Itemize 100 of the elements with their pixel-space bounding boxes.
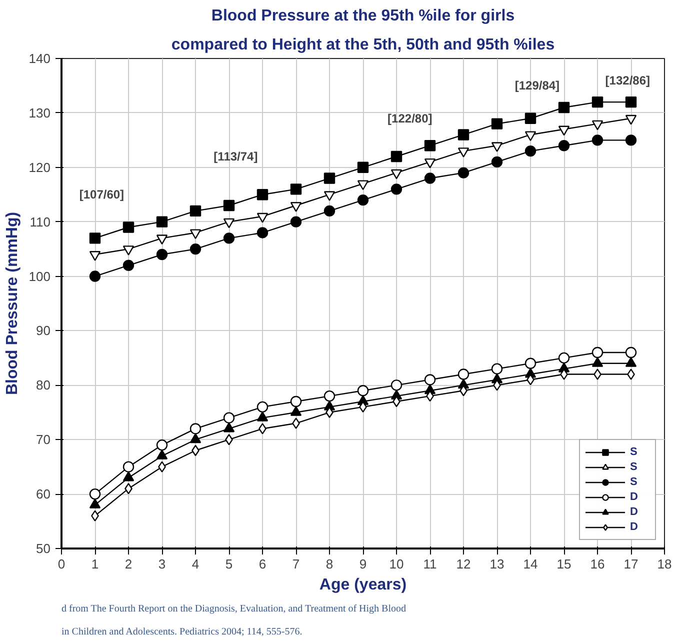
legend-label: D bbox=[630, 505, 639, 519]
point bbox=[122, 461, 134, 472]
point bbox=[592, 120, 604, 130]
x-tick-label: 11 bbox=[423, 556, 437, 572]
point bbox=[256, 401, 268, 413]
point bbox=[156, 216, 168, 228]
point bbox=[156, 234, 168, 245]
point bbox=[122, 471, 134, 482]
x-tick-label: 5 bbox=[225, 556, 233, 572]
point bbox=[524, 145, 536, 157]
x-tick-label: 2 bbox=[124, 556, 132, 572]
chart-title: Blood Pressure at the 95th %ile for girls bbox=[211, 8, 515, 24]
point bbox=[491, 363, 503, 374]
point bbox=[122, 246, 134, 256]
point bbox=[256, 411, 268, 422]
point bbox=[390, 169, 402, 180]
y-axis-title: Blood Pressure (mmHg) bbox=[4, 212, 21, 396]
point bbox=[89, 251, 101, 261]
point bbox=[357, 180, 369, 190]
point bbox=[491, 118, 503, 130]
point bbox=[223, 232, 235, 244]
point bbox=[558, 126, 570, 136]
annotation: [122/80] bbox=[388, 111, 432, 126]
point bbox=[458, 167, 470, 178]
point bbox=[424, 140, 436, 152]
point bbox=[256, 189, 268, 200]
annotation: [107/60] bbox=[79, 188, 124, 202]
point bbox=[190, 205, 202, 217]
x-tick-label: 7 bbox=[292, 556, 300, 572]
x-tick-label: 16 bbox=[590, 556, 605, 572]
y-tick-label: 110 bbox=[30, 214, 51, 230]
point bbox=[290, 184, 302, 195]
x-tick-label: 6 bbox=[258, 556, 266, 572]
point bbox=[390, 150, 402, 162]
point bbox=[223, 218, 235, 228]
y-tick-label: 60 bbox=[36, 486, 51, 502]
annotation: [129/84] bbox=[514, 78, 560, 93]
x-tick-label: 0 bbox=[58, 556, 66, 572]
point bbox=[290, 202, 302, 212]
point bbox=[223, 412, 235, 424]
x-tick-label: 15 bbox=[556, 556, 572, 572]
legend-label: S bbox=[630, 460, 638, 474]
point bbox=[592, 346, 604, 358]
point bbox=[256, 212, 268, 223]
point bbox=[190, 423, 202, 434]
y-tick-label: 120 bbox=[28, 160, 51, 175]
point bbox=[357, 194, 369, 206]
legend-label: D bbox=[630, 490, 639, 504]
y-tick-label: 100 bbox=[28, 268, 51, 284]
point bbox=[592, 96, 604, 108]
point bbox=[592, 134, 604, 146]
point bbox=[89, 488, 101, 500]
y-tick-label: 70 bbox=[36, 432, 51, 448]
point bbox=[390, 184, 402, 195]
y-tick-label: 80 bbox=[36, 378, 51, 393]
x-tick-label: 10 bbox=[389, 556, 404, 572]
x-axis-title: Age (years) bbox=[319, 576, 407, 594]
point bbox=[625, 134, 637, 146]
annotation: [132/86] bbox=[605, 73, 650, 88]
point bbox=[290, 216, 302, 228]
point bbox=[190, 433, 202, 444]
point bbox=[390, 380, 402, 391]
x-tick-label: 3 bbox=[158, 556, 166, 572]
point bbox=[558, 140, 570, 152]
point bbox=[190, 229, 202, 240]
x-tick-label: 17 bbox=[624, 556, 638, 572]
point bbox=[558, 352, 570, 364]
point bbox=[223, 422, 235, 432]
x-tick-label: 14 bbox=[523, 556, 538, 572]
point bbox=[625, 357, 637, 367]
point bbox=[89, 498, 101, 508]
point bbox=[491, 142, 503, 152]
point bbox=[156, 450, 168, 460]
y-tick-label: 50 bbox=[36, 541, 51, 556]
point bbox=[223, 200, 235, 212]
text: in Children and Adolescents. Pediatrics 2004; 114, 555-576. bbox=[62, 626, 302, 638]
x-tick-label: 9 bbox=[359, 556, 367, 572]
point bbox=[458, 129, 470, 140]
x-tick-label: 4 bbox=[192, 556, 200, 572]
point bbox=[592, 357, 604, 367]
point bbox=[458, 368, 470, 380]
point bbox=[625, 346, 637, 358]
point bbox=[256, 227, 268, 238]
annotation: [113/74] bbox=[214, 150, 258, 164]
x-tick-label: 1 bbox=[91, 556, 99, 572]
x-tick-label: 12 bbox=[456, 556, 471, 572]
point bbox=[424, 374, 436, 386]
legend-label: D bbox=[630, 520, 639, 534]
point bbox=[290, 396, 302, 408]
point bbox=[190, 243, 202, 255]
x-tick-label: 8 bbox=[326, 556, 334, 572]
chart-subtitle: compared to Height at the 5th, 50th and 95th %iles bbox=[171, 36, 555, 54]
point bbox=[156, 439, 168, 451]
x-tick-label: 13 bbox=[490, 556, 504, 572]
point bbox=[424, 172, 436, 184]
point bbox=[524, 131, 536, 142]
x-tick-label: 18 bbox=[657, 556, 672, 572]
point bbox=[122, 260, 134, 271]
point bbox=[558, 102, 570, 114]
point bbox=[89, 232, 101, 244]
